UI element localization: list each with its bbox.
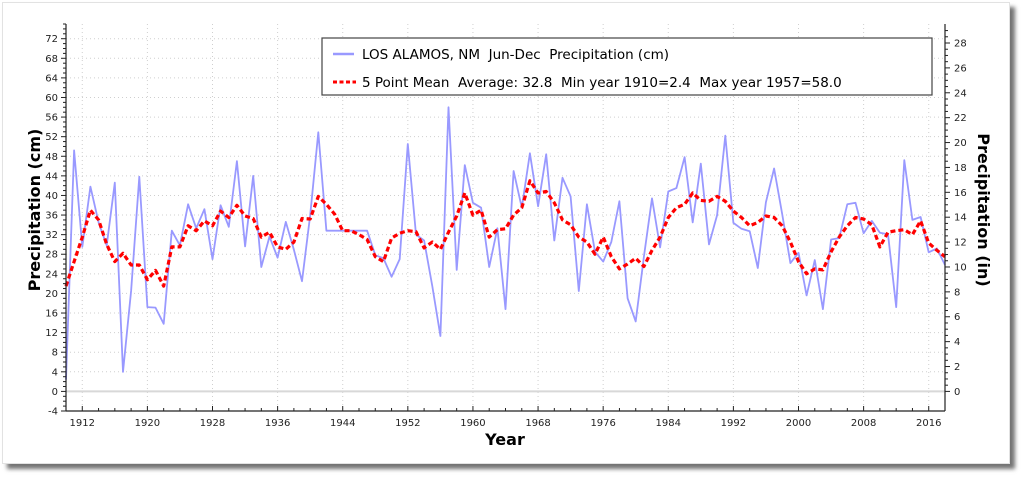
y-tick-label-right: 10 bbox=[954, 262, 967, 273]
y-tick-label-left: 20 bbox=[45, 289, 58, 300]
x-axis-ticks: 1912 1920 1928 1936 1944 1952 1960 1968 1976 1984… bbox=[65, 406, 946, 429]
y-tick-label-right: 8 bbox=[954, 287, 960, 298]
legend-label-raw: LOS ALAMOS, NM Jun-Dec Precipitation (cm… bbox=[362, 47, 669, 63]
series-raw-precipitation bbox=[65, 106, 946, 380]
y-tick-label-left: -4 bbox=[48, 407, 58, 418]
raw-precipitation-line bbox=[65, 106, 946, 380]
y-tick-label-left: 56 bbox=[45, 113, 58, 124]
series-5-point-mean bbox=[64, 179, 946, 288]
x-tick-label: 1968 bbox=[525, 418, 550, 429]
y-tick-label-right: 16 bbox=[954, 188, 967, 199]
y-tick-label-left: 12 bbox=[45, 328, 58, 339]
y-tick-label-right: 2 bbox=[954, 362, 960, 373]
y-tick-label-left: 24 bbox=[45, 269, 58, 280]
x-tick-label: 2016 bbox=[916, 418, 941, 429]
y-tick-label-left: 68 bbox=[45, 54, 58, 65]
y-tick-label-left: 48 bbox=[45, 152, 58, 163]
x-axis-title: Year bbox=[484, 430, 525, 449]
y-tick-label-right: 24 bbox=[954, 88, 967, 99]
y-tick-label-left: 16 bbox=[45, 309, 58, 320]
series-layer bbox=[64, 106, 946, 380]
y-tick-label-right: 12 bbox=[954, 238, 967, 249]
y-tick-label-left: 52 bbox=[45, 132, 58, 143]
y-tick-label-right: 28 bbox=[954, 39, 967, 50]
legend-box bbox=[321, 37, 933, 96]
y-tick-label-left: 64 bbox=[45, 73, 58, 84]
y-tick-label-left: 0 bbox=[52, 387, 58, 398]
y-tick-label-left: 8 bbox=[52, 348, 58, 359]
y-tick-label-left: 36 bbox=[45, 211, 58, 222]
y-tick-label-right: 0 bbox=[954, 387, 960, 398]
x-tick-label: 2008 bbox=[851, 418, 876, 429]
y-tick-label-right: 22 bbox=[954, 113, 967, 124]
y-axis-title-right: Precipitation (in) bbox=[974, 133, 993, 286]
x-tick-label: 2000 bbox=[786, 418, 811, 429]
y-tick-label-right: 6 bbox=[954, 312, 960, 323]
y-axis-title-left: Precipitation (cm) bbox=[25, 129, 44, 292]
legend-label-mean: 5 Point Mean Average: 32.8 Min year 1910… bbox=[362, 75, 842, 91]
x-tick-label: 1936 bbox=[265, 418, 290, 429]
x-tick-label: 1944 bbox=[330, 418, 355, 429]
y-tick-label-left: 44 bbox=[45, 171, 58, 182]
y-tick-label-left: 32 bbox=[45, 230, 58, 241]
x-tick-label: 1960 bbox=[460, 418, 485, 429]
y-tick-label-left: 28 bbox=[45, 250, 58, 261]
y-tick-label-right: 18 bbox=[954, 163, 967, 174]
x-tick-label: 1992 bbox=[721, 418, 746, 429]
x-tick-label: 1928 bbox=[200, 418, 225, 429]
five-point-mean-line bbox=[64, 179, 946, 288]
y-tick-label-left: 40 bbox=[45, 191, 58, 202]
legend: LOS ALAMOS, NM Jun-Dec Precipitation (cm… bbox=[321, 37, 933, 96]
x-tick-label: 1984 bbox=[656, 418, 681, 429]
y-tick-label-left: 4 bbox=[52, 367, 58, 378]
x-tick-label: 1976 bbox=[590, 418, 615, 429]
y-tick-label-right: 26 bbox=[954, 63, 967, 74]
y-tick-label-right: 14 bbox=[954, 213, 967, 224]
x-tick-label: 1912 bbox=[70, 418, 95, 429]
y-tick-label-left: 60 bbox=[45, 93, 58, 104]
x-tick-label: 1952 bbox=[395, 418, 420, 429]
x-tick-label: 1920 bbox=[135, 418, 160, 429]
y-tick-label-right: 4 bbox=[954, 337, 960, 348]
y-tick-label-right: 20 bbox=[954, 138, 967, 149]
y-tick-label-left: 72 bbox=[45, 34, 58, 45]
